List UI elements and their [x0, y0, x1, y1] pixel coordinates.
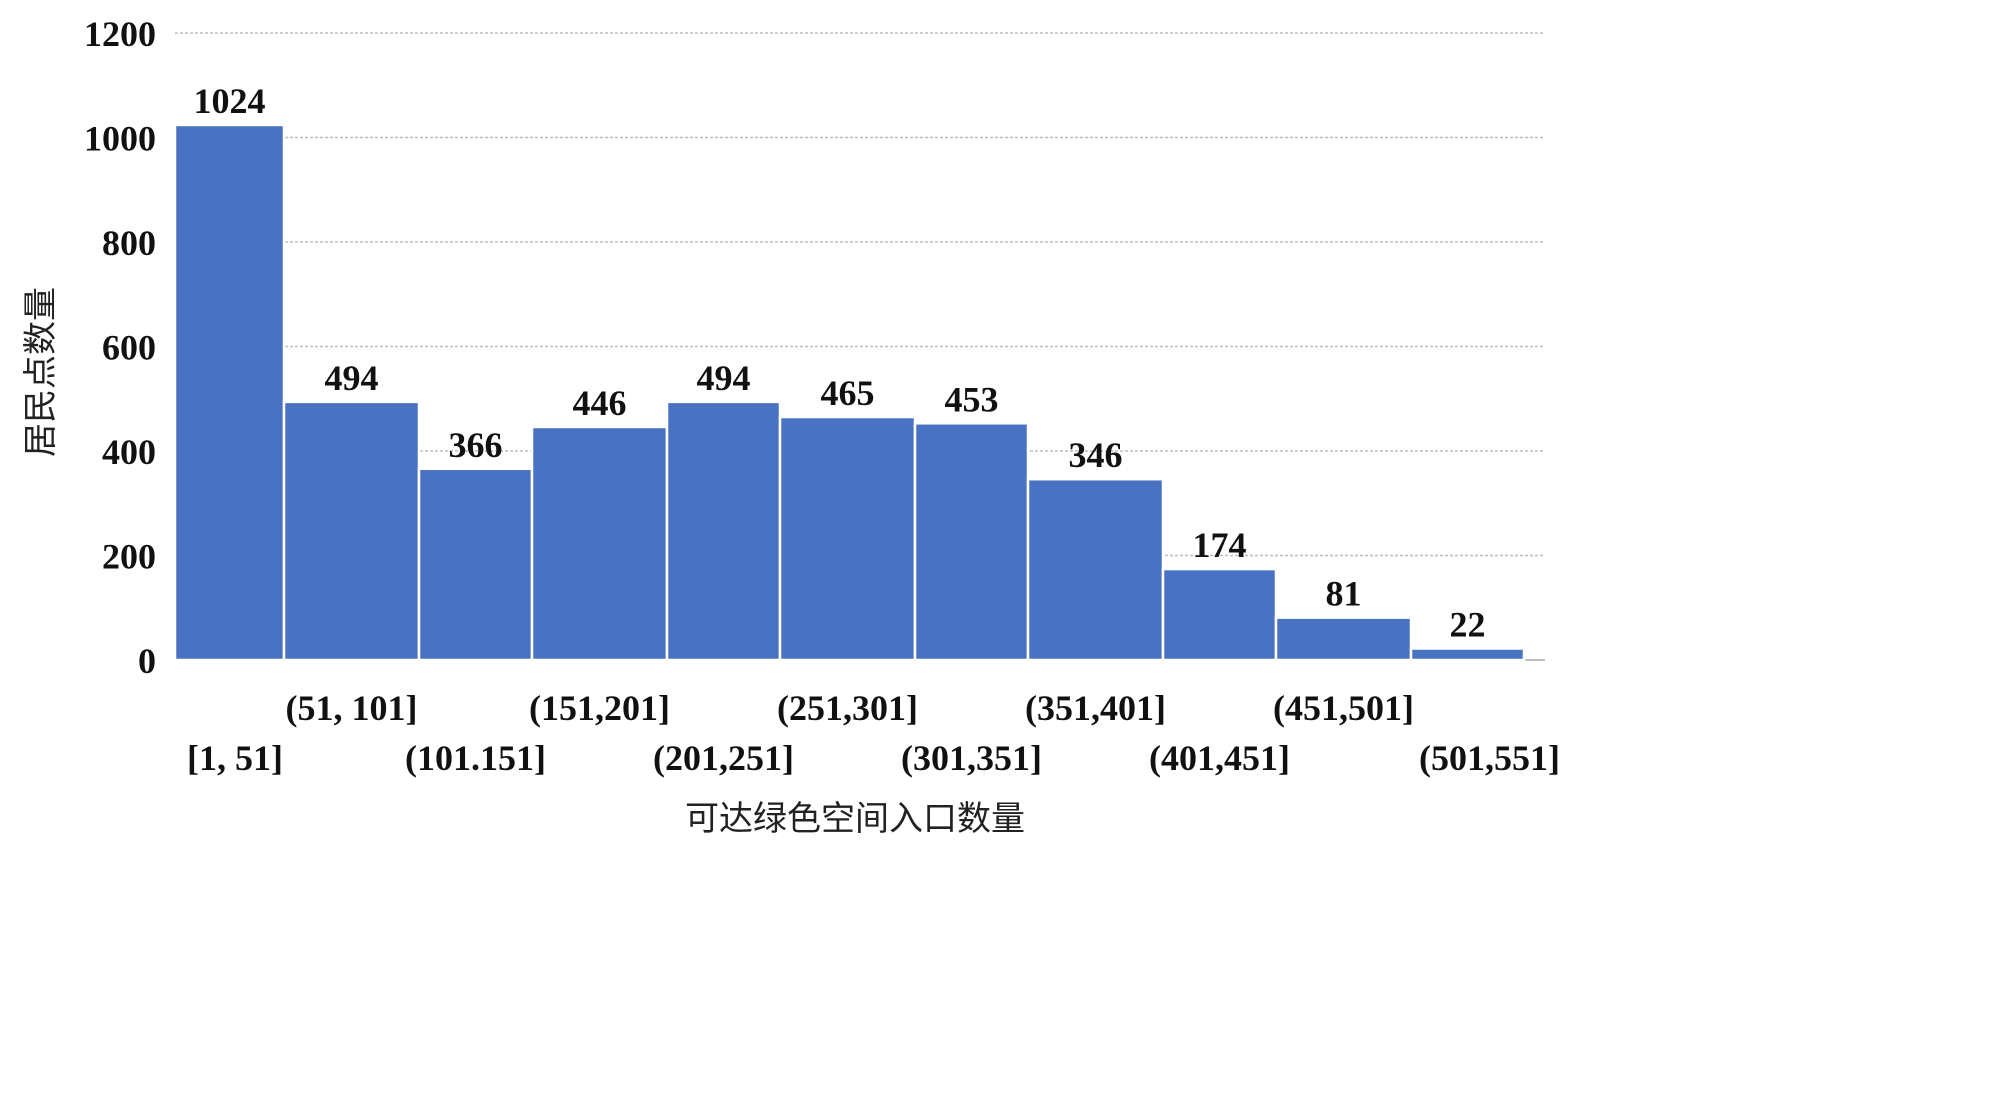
x-category-label: (201,251]	[653, 738, 794, 778]
data-label: 174	[1193, 525, 1247, 565]
x-category-label: (251,301]	[777, 688, 918, 728]
bar	[282, 400, 421, 662]
data-label: 1024	[194, 81, 266, 121]
y-axis-title: 居民点数量	[21, 287, 61, 457]
data-label: 465	[821, 373, 875, 413]
bar	[530, 425, 669, 662]
data-label: 81	[1326, 574, 1362, 614]
y-tick-label: 1000	[84, 119, 156, 159]
bar	[1161, 567, 1278, 662]
x-category-label: (351,401]	[1025, 688, 1166, 728]
y-tick-label: 0	[138, 641, 156, 681]
data-label: 366	[449, 425, 503, 465]
bars	[173, 123, 1526, 662]
bar	[778, 415, 917, 662]
x-axis-category-labels: [1, 51](51, 101] (101.151] (151,201] (201,2…	[187, 688, 1560, 778]
data-label: 494	[697, 358, 751, 398]
y-axis-ticks: 0 200 400 600 800 1000 1200	[84, 14, 156, 681]
bar	[173, 123, 286, 662]
bar	[1409, 647, 1526, 662]
x-category-label: (151,201]	[529, 688, 670, 728]
data-label: 494	[325, 358, 379, 398]
x-category-label: (501,551]	[1419, 738, 1560, 778]
y-tick-label: 1200	[84, 14, 156, 54]
bar	[665, 400, 782, 662]
bar	[1026, 477, 1165, 662]
bar	[417, 467, 534, 662]
bar	[913, 422, 1030, 662]
x-category-label: (401,451]	[1149, 738, 1290, 778]
data-label: 446	[573, 383, 627, 423]
y-tick-label: 200	[102, 537, 156, 577]
x-category-label: (51, 101]	[286, 688, 418, 728]
y-tick-label: 400	[102, 432, 156, 472]
data-label: 453	[945, 379, 999, 419]
x-category-label: (101.151]	[405, 738, 546, 778]
x-axis-title: 可达绿色空间入口数量	[685, 799, 1025, 839]
data-labels: 1024 494 366 446 494 465 453 346 174 81 22	[194, 81, 1486, 645]
histogram-chart: 0 200 400 600 800 1000 1200 1024 494 366 446 494 46…	[21, 14, 1560, 839]
data-label: 346	[1069, 435, 1123, 475]
data-label: 22	[1450, 605, 1486, 645]
bar	[1274, 616, 1413, 662]
x-category-label: [1, 51]	[187, 738, 283, 778]
y-tick-label: 600	[102, 328, 156, 368]
x-category-label: (451,501]	[1273, 688, 1414, 728]
y-tick-label: 800	[102, 223, 156, 263]
x-category-label: (301,351]	[901, 738, 1042, 778]
